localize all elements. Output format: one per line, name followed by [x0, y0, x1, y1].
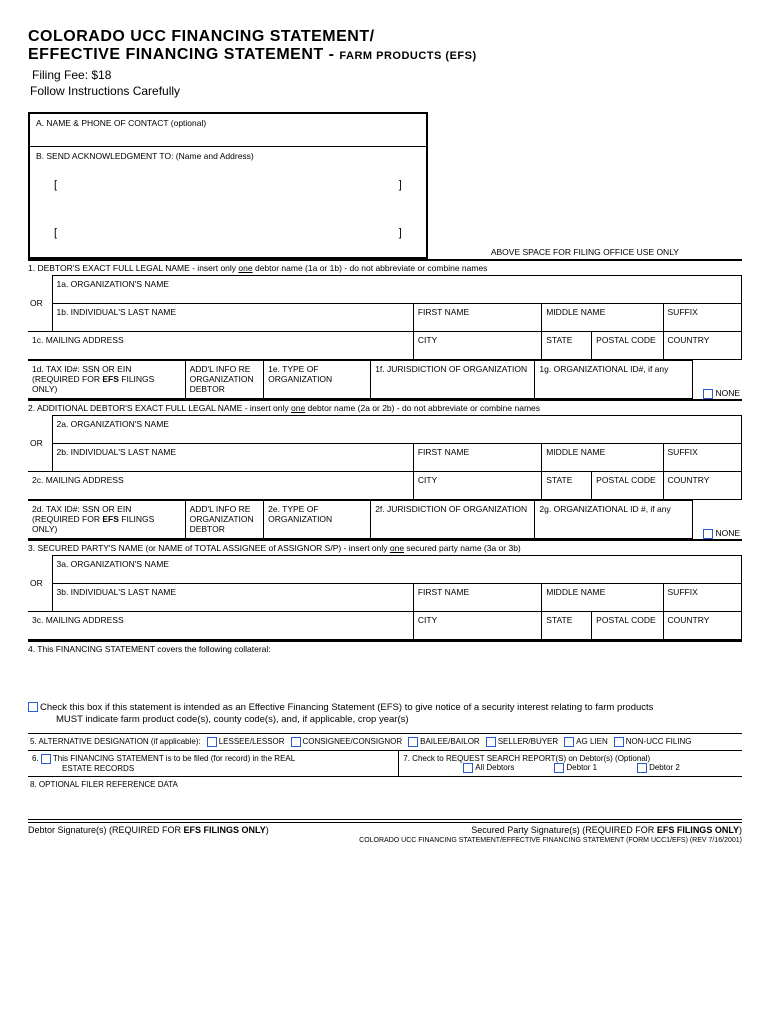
field-1c-city[interactable]: CITY [413, 332, 541, 360]
field-2b-middle-name[interactable]: MIDDLE NAME [542, 444, 663, 472]
field-1e-type[interactable]: 1e. TYPE OF ORGANIZATION [264, 361, 371, 399]
field-3b-middle-name[interactable]: MIDDLE NAME [542, 584, 663, 612]
checkbox-icon [486, 737, 496, 747]
field-2d-taxid[interactable]: 2d. TAX ID#: SSN OR EIN (REQUIRED FOR EF… [28, 501, 185, 539]
title-line1: COLORADO UCC FINANCING STATEMENT/ [28, 28, 742, 46]
field-3c-city[interactable]: CITY [413, 612, 541, 640]
field-1c-state[interactable]: STATE [542, 332, 592, 360]
field-1b-first-name[interactable]: FIRST NAME [413, 304, 541, 332]
field-3c-mailing[interactable]: 3c. MAILING ADDRESS [28, 612, 413, 640]
checkbox-2-none[interactable]: NONE [692, 501, 742, 539]
field-2c-country[interactable]: COUNTRY [663, 472, 741, 500]
field-2a-org-name[interactable]: 2a. ORGANIZATION'S NAME [52, 416, 742, 444]
instructions-note: Follow Instructions Carefully [30, 84, 742, 98]
section-7-search-report: 7. Check to REQUEST SEARCH REPORT(S) on … [399, 751, 742, 776]
checkbox-nonucc[interactable]: NON-UCC FILING [614, 737, 692, 747]
checkbox-icon [614, 737, 624, 747]
checkbox-1-none[interactable]: NONE [692, 361, 742, 399]
checkbox-debtor1[interactable]: Debtor 1 [554, 763, 597, 773]
field-2g-orgid[interactable]: 2g. ORGANIZATIONAL ID #, if any [535, 501, 692, 539]
debtor-signature[interactable]: Debtor Signature(s) (REQUIRED FOR EFS FI… [28, 825, 269, 835]
section-3-heading: 3. SECURED PARTY'S NAME (or NAME of TOTA… [28, 541, 742, 555]
field-1c-postal[interactable]: POSTAL CODE [592, 332, 663, 360]
checkbox-icon [408, 737, 418, 747]
field-3b-last-name[interactable]: 3b. INDIVIDUAL'S LAST NAME [52, 584, 413, 612]
filing-fee: Filing Fee: $18 [32, 68, 742, 82]
checkbox-lessee[interactable]: LESSEE/LESSOR [207, 737, 285, 747]
secured-party-table: OR 3a. ORGANIZATION'S NAME 3b. INDIVIDUA… [28, 555, 742, 640]
field-2c-city[interactable]: CITY [413, 472, 541, 500]
checkbox-icon [207, 737, 217, 747]
field-2b-suffix[interactable]: SUFFIX [663, 444, 741, 472]
field-1f-jurisdiction[interactable]: 1f. JURISDICTION OF ORGANIZATION [371, 361, 535, 399]
or-label: OR [28, 556, 52, 612]
section-6-real-estate[interactable]: 6. This FINANCING STATEMENT is to be fil… [28, 751, 399, 776]
field-1g-orgid[interactable]: 1g. ORGANIZATIONAL ID#, if any [535, 361, 692, 399]
checkbox-icon [703, 389, 713, 399]
checkbox-icon [703, 529, 713, 539]
form-header: COLORADO UCC FINANCING STATEMENT/ EFFECT… [28, 28, 742, 98]
checkbox-icon [41, 754, 51, 764]
field-2f-jurisdiction[interactable]: 2f. JURISDICTION OF ORGANIZATION [371, 501, 535, 539]
signature-row: Debtor Signature(s) (REQUIRED FOR EFS FI… [28, 822, 742, 835]
checkbox-seller[interactable]: SELLER/BUYER [486, 737, 558, 747]
field-2e-type[interactable]: 2e. TYPE OF ORGANIZATION [264, 501, 371, 539]
field-2c-mailing[interactable]: 2c. MAILING ADDRESS [28, 472, 413, 500]
checkbox-all-debtors[interactable]: All Debtors [463, 763, 514, 773]
form-footer: COLORADO UCC FINANCING STATEMENT/EFFECTI… [28, 837, 742, 844]
field-1c-mailing[interactable]: 1c. MAILING ADDRESS [28, 332, 413, 360]
field-3c-state[interactable]: STATE [542, 612, 592, 640]
field-3a-org-name[interactable]: 3a. ORGANIZATION'S NAME [52, 556, 742, 584]
contact-box: A. NAME & PHONE OF CONTACT (optional) B.… [28, 112, 428, 259]
field-2b-first-name[interactable]: FIRST NAME [413, 444, 541, 472]
field-1c-country[interactable]: COUNTRY [663, 332, 741, 360]
checkbox-icon [637, 763, 647, 773]
field-2b-last-name[interactable]: 2b. INDIVIDUAL'S LAST NAME [52, 444, 413, 472]
checkbox-icon [463, 763, 473, 773]
or-label: OR [28, 276, 52, 332]
field-3c-country[interactable]: COUNTRY [663, 612, 741, 640]
field-2d-addl[interactable]: ADD'L INFO RE ORGANIZATION DEBTOR [185, 501, 264, 539]
debtor-1-table: OR 1a. ORGANIZATION'S NAME 1b. INDIVIDUA… [28, 275, 742, 360]
checkbox-aglien[interactable]: AG LIEN [564, 737, 608, 747]
section-8-reference[interactable]: 8. OPTIONAL FILER REFERENCE DATA [28, 777, 742, 820]
secured-party-signature[interactable]: Secured Party Signature(s) (REQUIRED FOR… [471, 825, 742, 835]
section-4-collateral[interactable]: 4. This FINANCING STATEMENT covers the f… [28, 642, 742, 684]
section-2-heading: 2. ADDITIONAL DEBTOR'S EXACT FULL LEGAL … [28, 401, 742, 415]
checkbox-icon [554, 763, 564, 773]
field-1d-taxid[interactable]: 1d. TAX ID#: SSN OR EIN (REQUIRED FOR EF… [28, 361, 185, 399]
field-1b-last-name[interactable]: 1b. INDIVIDUAL'S LAST NAME [52, 304, 413, 332]
or-label: OR [28, 416, 52, 472]
field-contact-name-phone[interactable]: A. NAME & PHONE OF CONTACT (optional) [30, 114, 426, 147]
field-2c-state[interactable]: STATE [542, 472, 592, 500]
checkbox-bailee[interactable]: BAILEE/BAILOR [408, 737, 480, 747]
field-1b-suffix[interactable]: SUFFIX [663, 304, 741, 332]
debtor-2-tax-table: 2d. TAX ID#: SSN OR EIN (REQUIRED FOR EF… [28, 500, 742, 539]
checkbox-icon [564, 737, 574, 747]
office-use-only: ABOVE SPACE FOR FILING OFFICE USE ONLY [428, 112, 742, 259]
field-1d-addl[interactable]: ADD'L INFO RE ORGANIZATION DEBTOR [185, 361, 264, 399]
checkbox-icon [291, 737, 301, 747]
checkbox-icon [28, 702, 38, 712]
field-2c-postal[interactable]: POSTAL CODE [592, 472, 663, 500]
title-line2: EFFECTIVE FINANCING STATEMENT - FARM PRO… [28, 46, 742, 64]
section-5-designation: 5. ALTERNATIVE DESIGNATION (if applicabl… [28, 733, 742, 751]
checkbox-consignee[interactable]: CONSIGNEE/CONSIGNOR [291, 737, 403, 747]
section-1-heading: 1. DEBTOR'S EXACT FULL LEGAL NAME - inse… [28, 261, 742, 275]
field-3b-first-name[interactable]: FIRST NAME [413, 584, 541, 612]
field-3b-suffix[interactable]: SUFFIX [663, 584, 741, 612]
field-1a-org-name[interactable]: 1a. ORGANIZATION'S NAME [52, 276, 742, 304]
contact-office-row: A. NAME & PHONE OF CONTACT (optional) B.… [28, 112, 742, 259]
efs-checkbox-row[interactable]: Check this box if this statement is inte… [28, 702, 742, 727]
checkbox-debtor2[interactable]: Debtor 2 [637, 763, 680, 773]
section-6-7-row: 6. This FINANCING STATEMENT is to be fil… [28, 751, 742, 777]
debtor-1-tax-table: 1d. TAX ID#: SSN OR EIN (REQUIRED FOR EF… [28, 360, 742, 399]
field-1b-middle-name[interactable]: MIDDLE NAME [542, 304, 663, 332]
field-3c-postal[interactable]: POSTAL CODE [592, 612, 663, 640]
field-acknowledgment[interactable]: B. SEND ACKNOWLEDGMENT TO: (Name and Add… [30, 147, 426, 257]
debtor-2-table: OR 2a. ORGANIZATION'S NAME 2b. INDIVIDUA… [28, 415, 742, 500]
